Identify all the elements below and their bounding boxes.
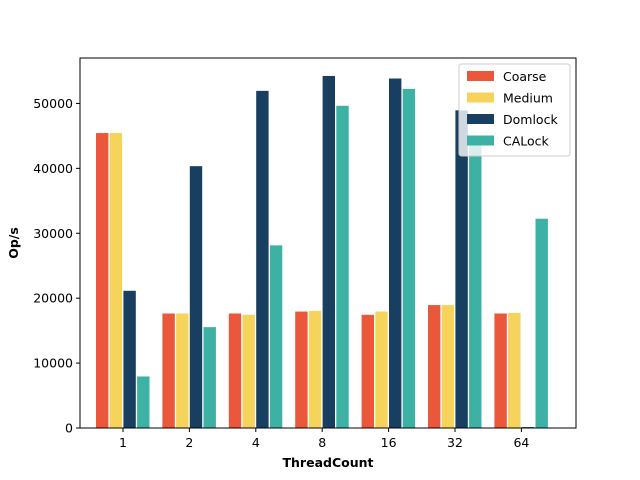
y-tick-label: 30000 <box>33 226 73 241</box>
x-tick-label: 8 <box>318 435 326 450</box>
legend-box <box>458 63 571 157</box>
bar-calock-16 <box>401 88 416 429</box>
bars-layer <box>95 75 549 429</box>
legend-swatch-calock <box>467 135 494 146</box>
legend-label-domlock: Domlock <box>503 112 558 127</box>
bar-domlock-32 <box>454 109 469 429</box>
legend-label-calock: CALock <box>503 134 550 149</box>
bar-coarse-4 <box>227 312 242 429</box>
legend-label-coarse: Coarse <box>503 69 547 84</box>
bar-calock-32 <box>468 138 483 429</box>
bar-medium-8 <box>308 310 323 429</box>
legend-label-medium: Medium <box>503 91 553 106</box>
x-tick-label: 4 <box>252 435 260 450</box>
bar-domlock-2 <box>188 165 203 429</box>
legend-swatch-domlock <box>467 114 494 124</box>
y-tick-label: 40000 <box>33 161 73 176</box>
bar-medium-64 <box>507 312 522 429</box>
bar-calock-8 <box>335 104 350 429</box>
bar-calock-4 <box>269 244 284 429</box>
x-tick-label: 16 <box>381 435 397 450</box>
x-axis: 1 2 4 8 16 32 64 <box>119 428 529 450</box>
legend-swatch-coarse <box>467 71 494 81</box>
x-tick-label: 2 <box>185 435 193 450</box>
legend: Coarse Medium Domlock CALock <box>458 63 571 157</box>
x-tick-label: 64 <box>513 435 529 450</box>
bar-domlock-1 <box>122 289 137 429</box>
bar-coarse-2 <box>161 312 176 429</box>
x-tick-label: 1 <box>119 435 127 450</box>
bar-coarse-16 <box>360 313 375 429</box>
bar-calock-64 <box>534 217 549 429</box>
bar-coarse-1 <box>95 132 110 429</box>
y-tick-label: 50000 <box>33 96 73 111</box>
bar-medium-4 <box>241 313 256 429</box>
bar-calock-1 <box>136 375 151 429</box>
bar-domlock-4 <box>255 90 270 429</box>
bar-domlock-8 <box>321 75 336 429</box>
bar-medium-1 <box>108 132 123 429</box>
y-tick-label: 10000 <box>33 356 73 371</box>
y-tick-label: 20000 <box>33 291 73 306</box>
y-tick-label: 0 <box>65 421 73 436</box>
bar-domlock-16 <box>388 77 403 429</box>
bar-coarse-64 <box>493 312 508 429</box>
x-axis-title: ThreadCount <box>283 455 374 470</box>
y-axis-title: Op/s <box>6 227 21 259</box>
x-tick-label: 32 <box>447 435 463 450</box>
y-axis: 0 10000 20000 30000 40000 50000 <box>33 96 80 436</box>
legend-swatch-medium <box>467 92 494 103</box>
bar-calock-2 <box>202 326 217 429</box>
bar-medium-32 <box>440 304 455 429</box>
bar-medium-2 <box>175 312 190 429</box>
plot-frame <box>79 57 577 429</box>
bar-coarse-32 <box>427 304 442 429</box>
bar-medium-16 <box>374 310 389 429</box>
bar-coarse-8 <box>294 310 309 429</box>
